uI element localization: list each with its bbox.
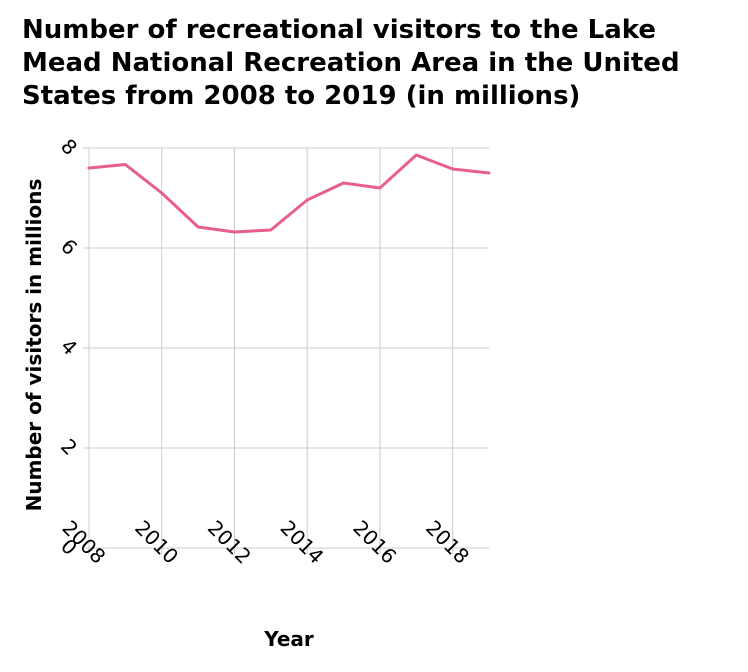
x-tick-label: 2010: [130, 516, 183, 569]
y-axis-label: Number of visitors in millions: [22, 179, 46, 512]
x-tick-label: 2014: [276, 516, 329, 569]
series-line: [87, 153, 491, 234]
grid: [83, 147, 489, 554]
y-tick-label: 2: [56, 434, 82, 460]
y-tick-label: 6: [56, 234, 82, 260]
x-axis-label: Year: [263, 627, 314, 651]
x-tick-label: 2018: [421, 516, 474, 569]
y-tick-label: 8: [56, 134, 82, 160]
chart-title: Number of recreational visitors to the L…: [22, 15, 680, 111]
x-tick-label: 2012: [203, 516, 256, 569]
x-tick-label: 2016: [348, 516, 401, 569]
y-tick-label: 4: [56, 334, 82, 360]
x-axis-ticks: 2008 2010 2012 2014 2016 2018: [57, 516, 474, 569]
series-layer: [87, 153, 491, 234]
